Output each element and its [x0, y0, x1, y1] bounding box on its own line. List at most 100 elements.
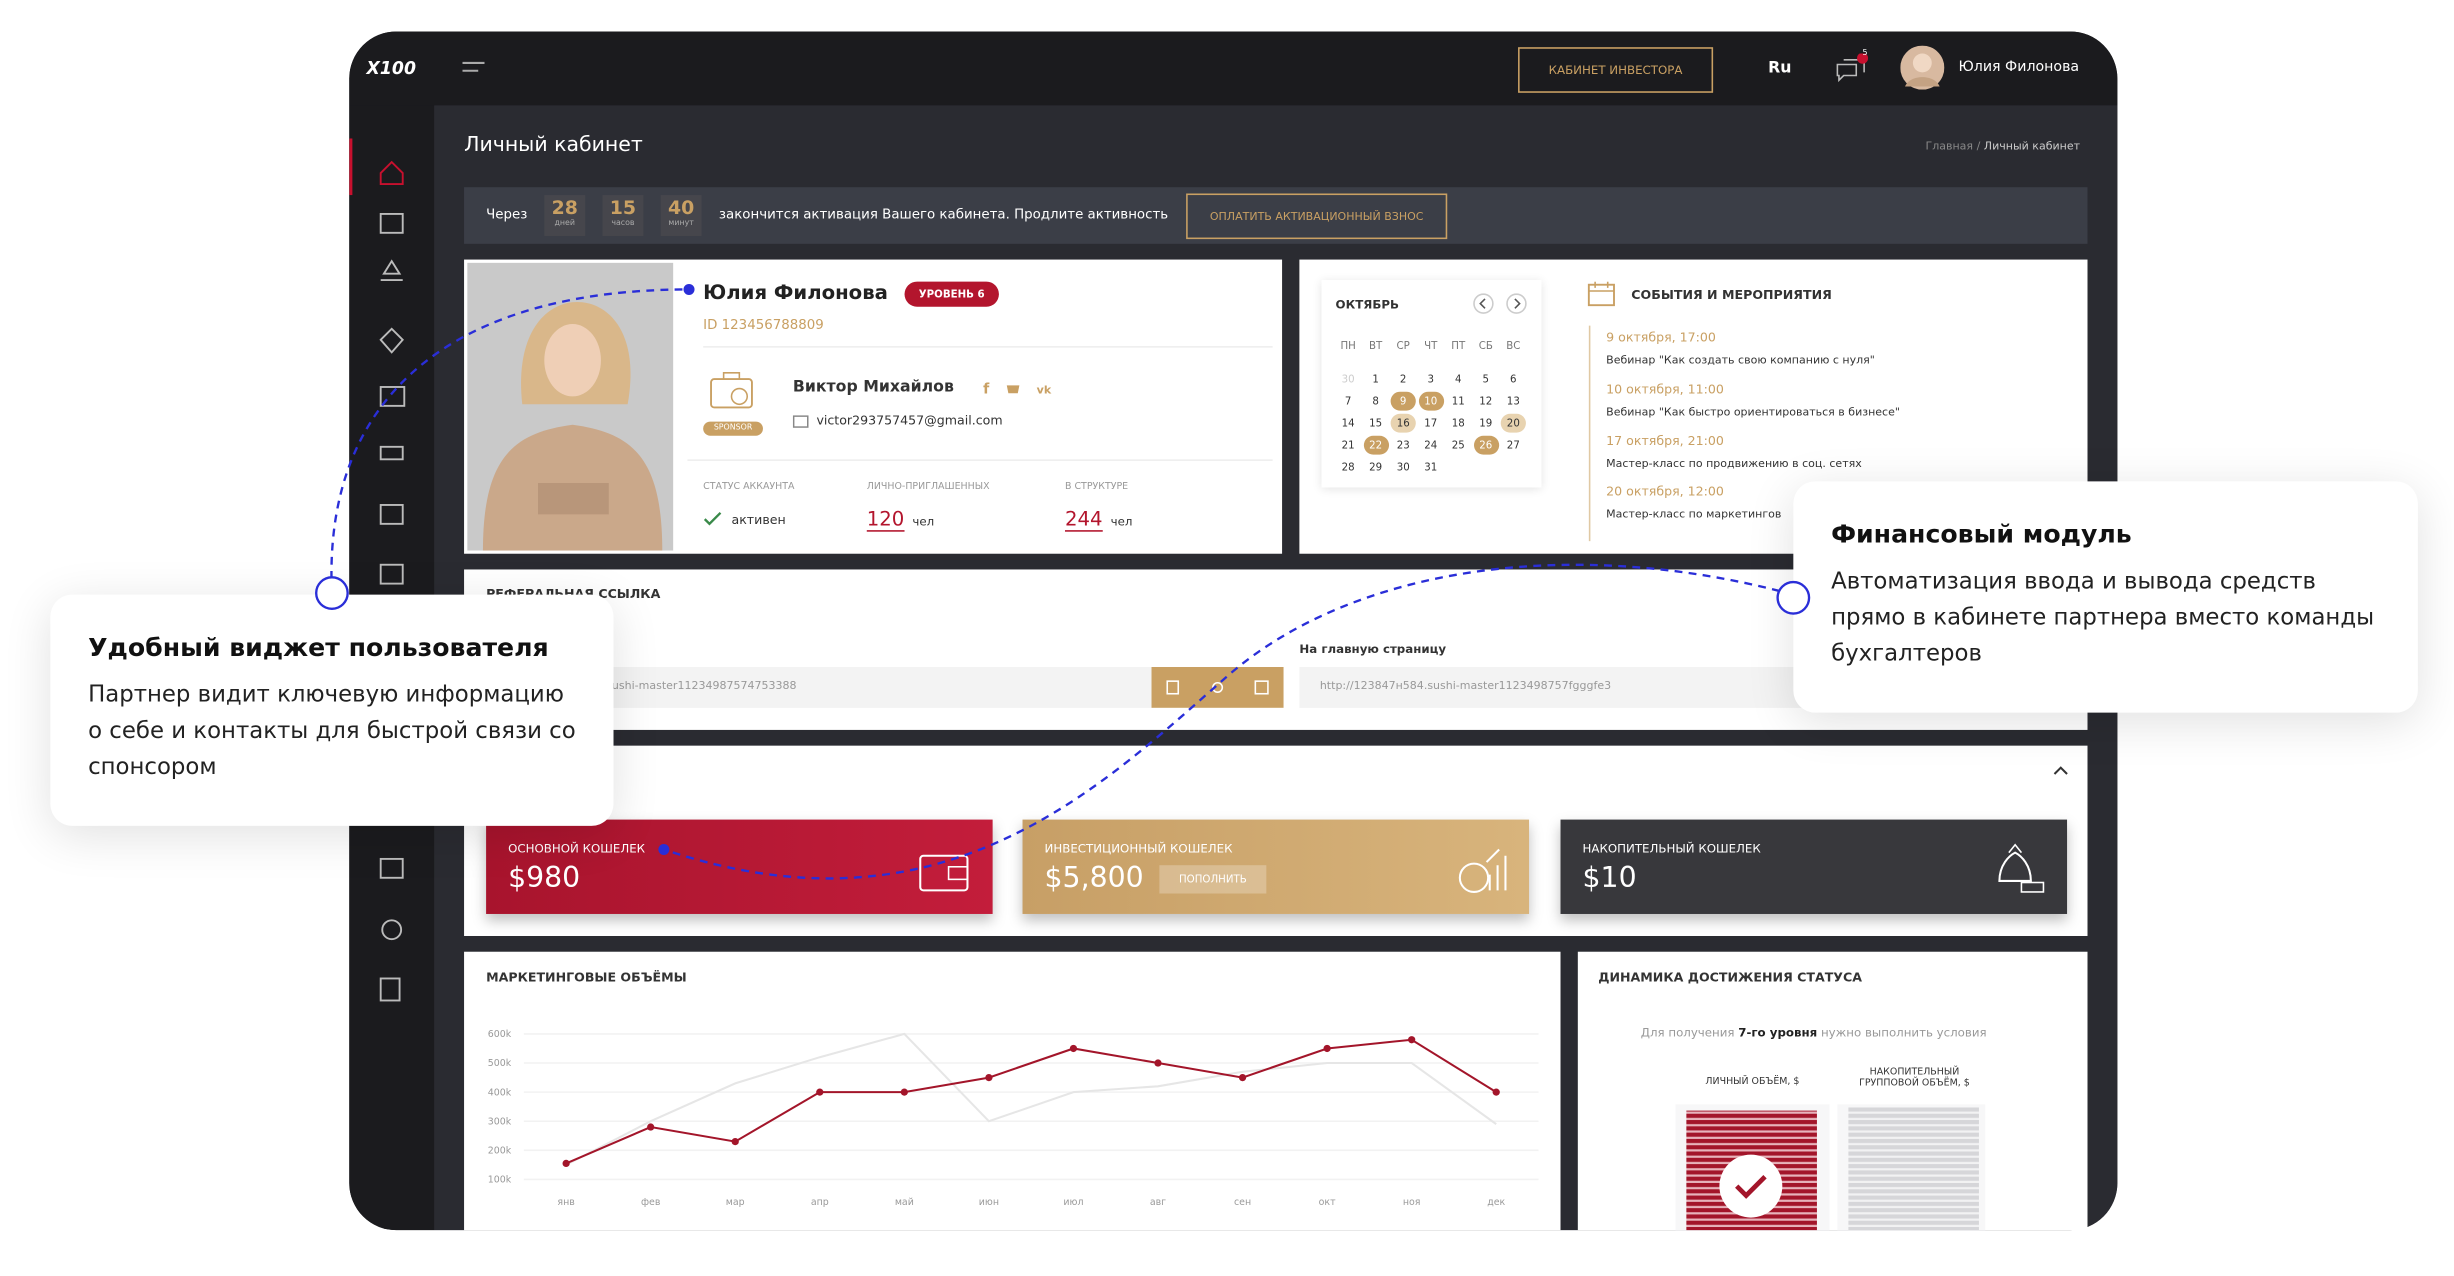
weekday-label: ВС [1506, 339, 1521, 353]
wallet-icon [919, 854, 969, 892]
avatar[interactable] [1900, 45, 1945, 90]
status-title: ДИНАМИКА ДОСТИЖЕНИЯ СТАТУСА [1598, 970, 1862, 985]
status-bars [1675, 1104, 1986, 1231]
x-tick-label: авг [1150, 1197, 1166, 1208]
calendar-day[interactable]: 18 [1451, 416, 1465, 430]
menu-icon[interactable] [462, 61, 487, 74]
top-bar [349, 31, 2118, 106]
wallet-icon [1458, 848, 1507, 893]
calendar-day[interactable]: 30 [1341, 372, 1355, 386]
calendar-day[interactable]: 14 [1341, 416, 1355, 430]
weekday-label: СР [1396, 339, 1410, 353]
wallet-card[interactable]: НАКОПИТЕЛЬНЫЙ КОШЕЛЕК $10 [1560, 819, 2068, 914]
calendar-day[interactable]: 8 [1372, 394, 1379, 408]
timer-unit: дней [554, 218, 576, 229]
wallet-card[interactable]: ИНВЕСТИЦИОННЫЙ КОШЕЛЕК $5,800 ПОПОЛНИТЬ [1022, 819, 1530, 914]
divider [687, 459, 1273, 461]
calendar-day[interactable]: 20 [1500, 413, 1526, 433]
calendar-day[interactable]: 9 [1390, 391, 1416, 411]
x-tick-label: янв [557, 1197, 574, 1208]
event-text[interactable]: Вебинар "Как быстро ориентироваться в би… [1606, 405, 1900, 419]
calendar-day[interactable]: 7 [1344, 394, 1352, 408]
calendar-day[interactable]: 13 [1506, 394, 1520, 408]
event-text[interactable]: Вебинар "Как создать свою компанию с нул… [1606, 353, 1875, 367]
activation-button[interactable]: ОПЛАТИТЬ АКТИВАЦИОННЫЙ ВЗНОС [1186, 193, 1448, 240]
data-point [1492, 1088, 1500, 1096]
sponsor-email[interactable]: victor293757457@gmail.com [816, 413, 1003, 428]
x-tick-label: окт [1319, 1197, 1336, 1208]
calendar-day[interactable]: 1 [1372, 372, 1379, 386]
calendar-day[interactable]: 31 [1424, 460, 1438, 474]
calendar-day[interactable]: 10 [1418, 391, 1444, 411]
calendar-day[interactable]: 26 [1473, 435, 1499, 455]
calendar-day[interactable]: 30 [1396, 460, 1410, 474]
calendar-day[interactable]: 19 [1479, 416, 1493, 430]
calendar-day[interactable]: 3 [1427, 372, 1434, 386]
language[interactable]: Ru [1768, 59, 1792, 78]
link-actions[interactable] [1151, 666, 1284, 708]
sponsor-icon [710, 372, 753, 409]
calendar-day[interactable]: 5 [1482, 372, 1490, 386]
timer-value: 28 [551, 196, 578, 219]
subtitle-level: 7-го уровня [1738, 1025, 1818, 1040]
topup-button[interactable]: ПОПОЛНИТЬ [1159, 865, 1267, 894]
social-icons[interactable]: f vk [980, 379, 1059, 398]
timer-unit: часов [611, 218, 635, 229]
calendar-nav[interactable] [1472, 293, 1529, 315]
events-list: 9 октября, 17:00 Вебинар "Как создать св… [1588, 325, 2069, 542]
series-line [565, 1032, 1497, 1166]
calendar-day[interactable]: 12 [1479, 394, 1493, 408]
x-tick-label: мар [726, 1197, 745, 1208]
investor-button[interactable]: КАБИНЕТ ИНВЕСТОРА [1518, 47, 1714, 93]
sidebar-icons [349, 138, 406, 1002]
calendar-day[interactable]: 16 [1390, 413, 1416, 433]
calendar-day[interactable]: 24 [1424, 438, 1438, 452]
calendar-day[interactable]: 21 [1341, 438, 1355, 452]
stat-label: В СТРУКТУРЕ [1064, 481, 1129, 493]
wallet-amount: $10 [1582, 862, 1637, 896]
events-title: СОБЫТИЯ И МЕРОПРИЯТИЯ [1631, 287, 1832, 303]
calendar-day[interactable]: 6 [1510, 372, 1517, 386]
svg-text:vk: vk [1037, 383, 1052, 396]
calendar-day[interactable]: 25 [1451, 438, 1465, 452]
data-point [1323, 1044, 1331, 1053]
callout-text: Автоматизация ввода и вывода средств пря… [1831, 569, 2375, 667]
subtitle-text: нужно выполнить условия [1820, 1025, 1987, 1040]
x-tick-label: дек [1487, 1197, 1505, 1208]
calendar-day[interactable]: 29 [1369, 460, 1383, 474]
sponsor-name: Виктор Михайлов [792, 379, 954, 397]
data-point [562, 1159, 570, 1168]
x-tick-label: апр [811, 1197, 829, 1208]
calendar-day[interactable]: 11 [1451, 394, 1465, 408]
wallet-card[interactable]: ОСНОВНОЙ КОШЕЛЕК $980 [486, 819, 993, 914]
calendar-day[interactable]: 27 [1506, 438, 1520, 452]
calendar-day[interactable]: 15 [1369, 416, 1383, 430]
chart-title: МАРКЕТИНГОВЫЕ ОБЪЁМЫ [486, 970, 687, 985]
user-name[interactable]: Юлия Филонова [1958, 59, 2080, 76]
status-column-label: НАКОПИТЕЛЬНЫЙ ГРУППОВОЙ ОБЪЁМ, $ [1859, 1066, 1970, 1089]
calendar-month: ОКТЯБРЬ [1335, 297, 1400, 312]
status-card [1577, 951, 2088, 1231]
calendar-day[interactable]: 22 [1363, 435, 1389, 455]
weekday-label: ПН [1340, 339, 1356, 353]
wallet-label: ОСНОВНОЙ КОШЕЛЕК [508, 841, 646, 856]
data-point [1408, 1036, 1416, 1044]
x-tick-label: ноя [1403, 1197, 1421, 1208]
callout: Удобный виджет пользователя Партнер видит… [50, 594, 614, 826]
status-column-label: ЛИЧНЫЙ ОБЪЁМ, $ [1705, 1076, 1800, 1088]
event-text[interactable]: Мастер-класс по маркетингов [1606, 508, 1782, 521]
calendar-day[interactable]: 28 [1341, 460, 1355, 474]
breadcrumb-link[interactable]: Главная [1925, 140, 1974, 153]
chat-icon[interactable] [1834, 53, 1869, 84]
logo[interactable]: X100 [366, 58, 417, 79]
collapse-icon[interactable] [2053, 765, 2069, 778]
calendar-day[interactable]: 2 [1399, 372, 1407, 386]
event-text[interactable]: Мастер-класс по продвижению в соц. сетях [1606, 457, 1862, 471]
calendar-day[interactable]: 4 [1454, 372, 1462, 386]
calendar-day[interactable]: 23 [1396, 438, 1410, 452]
calendar-day[interactable]: 17 [1424, 416, 1438, 430]
